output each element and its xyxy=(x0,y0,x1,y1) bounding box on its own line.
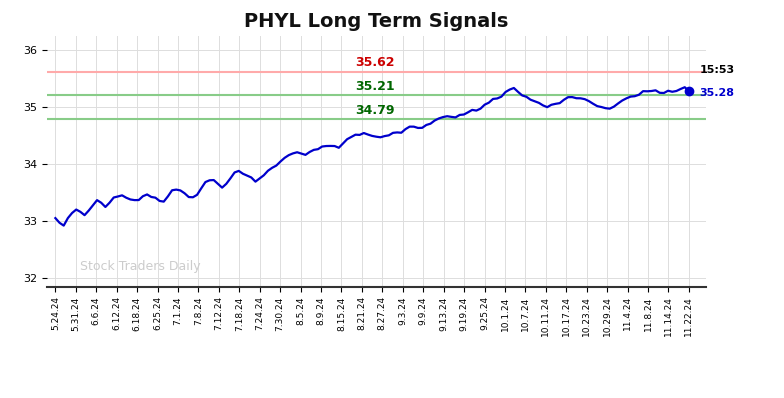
Text: 15:53: 15:53 xyxy=(699,65,735,75)
Text: 34.79: 34.79 xyxy=(355,104,395,117)
Text: 35.28: 35.28 xyxy=(699,88,735,98)
Text: Stock Traders Daily: Stock Traders Daily xyxy=(80,260,201,273)
Title: PHYL Long Term Signals: PHYL Long Term Signals xyxy=(244,12,509,31)
Text: 35.21: 35.21 xyxy=(355,80,395,94)
Text: 35.62: 35.62 xyxy=(355,56,395,69)
